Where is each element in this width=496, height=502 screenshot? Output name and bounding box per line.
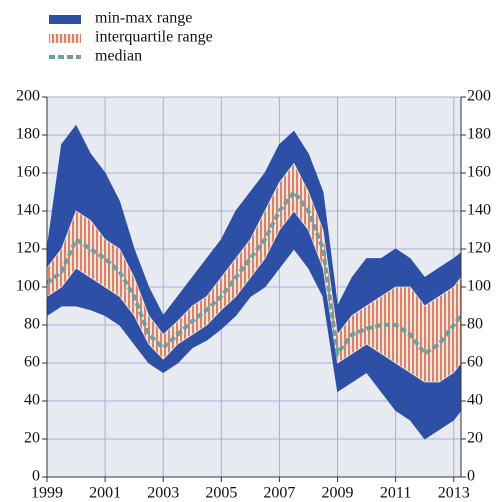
median-line	[45, 188, 463, 359]
y2-tick-label: 80	[467, 316, 483, 333]
y-tick-label: 140	[16, 202, 40, 219]
y2-tick-label: 160	[467, 164, 491, 181]
y2-tick-label: 0	[467, 468, 475, 485]
y-tick-label: 60	[24, 354, 40, 371]
y-tick-label: 100	[16, 278, 40, 295]
x-tick-label: 2007	[263, 485, 295, 502]
y2-tick-label: 100	[467, 278, 491, 295]
x-tick-label: 2003	[147, 485, 179, 502]
legend-label: interquartile range	[95, 29, 213, 46]
y2-tick-label: 200	[467, 88, 491, 105]
y2-tick-label: 20	[467, 430, 483, 447]
x-tick-label: 1999	[31, 485, 63, 502]
legend-label: median	[95, 48, 142, 65]
legend-label: min-max range	[95, 10, 192, 27]
y2-tick-label: 140	[467, 202, 491, 219]
x-tick-label: 2011	[380, 485, 411, 502]
y-tick-label: 40	[24, 392, 40, 409]
y2-tick-label: 40	[467, 392, 483, 409]
legend-swatch	[49, 15, 81, 24]
x-tick-label: 2005	[205, 485, 237, 502]
x-tick-label: 2013	[438, 485, 470, 502]
y-tick-label: 120	[16, 240, 40, 257]
y-tick-label: 200	[16, 88, 40, 105]
x-tick-label: 2001	[89, 485, 121, 502]
y2-tick-label: 180	[467, 126, 491, 143]
legend-swatch	[49, 34, 81, 43]
y-tick-label: 160	[16, 164, 40, 181]
y-tick-label: 0	[32, 468, 40, 485]
y-tick-label: 20	[24, 430, 40, 447]
x-tick-label: 2009	[322, 485, 354, 502]
y2-tick-label: 120	[467, 240, 491, 257]
y-tick-label: 80	[24, 316, 40, 333]
y-tick-label: 180	[16, 126, 40, 143]
y2-tick-label: 60	[467, 354, 483, 371]
